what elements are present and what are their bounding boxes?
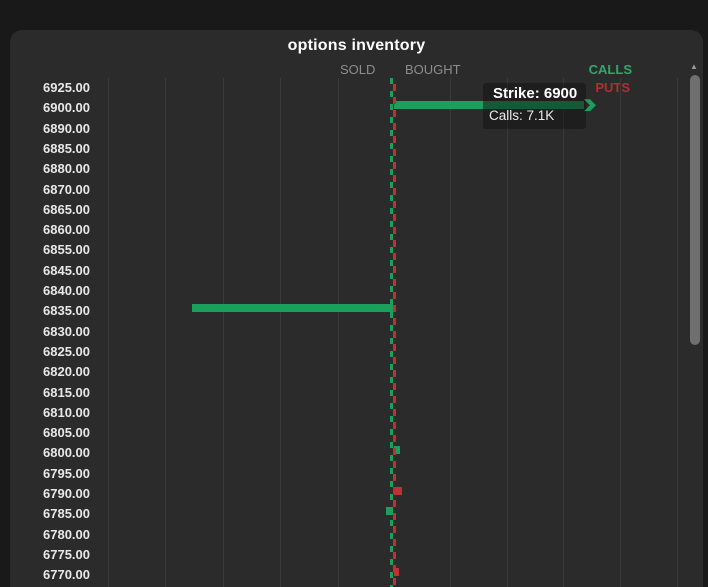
strike-tick-label: 6885.00 (43, 140, 90, 156)
gridline (165, 78, 166, 587)
strike-tick-label: 6775.00 (43, 546, 90, 562)
gridline (620, 78, 621, 587)
options-inventory-chart: Strike: 6900 Calls: 7.1K 6925.00 6900.00 6… (10, 30, 703, 587)
gridline (450, 78, 451, 587)
gridline (677, 78, 678, 587)
center-line-puts (393, 78, 396, 587)
inventory-bar[interactable] (394, 487, 402, 495)
legend-calls[interactable]: CALLS (588, 62, 632, 77)
strike-tick-label: 6860.00 (43, 222, 90, 238)
strike-tick-label: 6825.00 (43, 343, 90, 359)
gridline (563, 78, 564, 587)
options-inventory-panel: Strike: 6900 Calls: 7.1K 6925.00 6900.00 6… (10, 30, 703, 587)
strike-tick-label: 6900.00 (43, 100, 90, 116)
strike-tick-label: 6925.00 (43, 80, 90, 95)
strike-tick-label: 6780.00 (43, 526, 90, 542)
strike-tick-label: 6845.00 (43, 262, 90, 278)
strike-tick-label: 6805.00 (43, 425, 90, 441)
sold-axis-label: SOLD (340, 62, 376, 77)
strike-tick-label: 6865.00 (43, 201, 90, 217)
gridline (280, 78, 281, 587)
strike-tick-label: 6820.00 (43, 364, 90, 380)
inventory-bar[interactable] (192, 304, 393, 313)
strike-tick-label: 6785.00 (43, 506, 90, 522)
strike-tick-label: 6890.00 (43, 120, 90, 136)
strike-tick-label: 6770.00 (43, 567, 90, 583)
bar-tooltip: Strike: 6900 Calls: 7.1K (483, 83, 586, 129)
strike-tick-label: 6880.00 (43, 161, 90, 177)
gridline (108, 78, 109, 587)
panel-title: options inventory (287, 37, 426, 54)
strike-tick-label: 6800.00 (43, 445, 90, 461)
inventory-bar[interactable] (394, 568, 399, 577)
strike-tick-label: 6830.00 (43, 323, 90, 339)
strike-tick-label: 6835.00 (43, 303, 90, 319)
strike-tick-label: 6840.00 (43, 283, 90, 298)
gridline (223, 78, 224, 587)
strike-tick-label: 6855.00 (43, 242, 90, 258)
strike-tick-label: 6870.00 (43, 181, 90, 197)
strike-tick-label: 6810.00 (43, 404, 90, 420)
bought-axis-label: BOUGHT (405, 62, 461, 77)
scrollbar-up-arrow-icon[interactable]: ▲ (690, 62, 698, 71)
strike-tick-label: 6795.00 (43, 465, 90, 481)
gridline (338, 78, 339, 587)
center-line-calls (390, 78, 393, 587)
bar-arrow-icon (584, 99, 596, 112)
strike-tick-label: 6790.00 (43, 486, 90, 501)
tooltip-strike-text: Strike: 6900 (493, 85, 578, 102)
inventory-bar[interactable] (394, 446, 400, 455)
legend-puts[interactable]: PUTS (595, 80, 630, 95)
inventory-bar[interactable] (386, 507, 393, 516)
strike-tick-label: 6815.00 (43, 384, 90, 400)
gridline (507, 78, 508, 587)
tooltip-calls-text: Calls: 7.1K (489, 108, 555, 123)
scrollbar-thumb[interactable] (690, 75, 700, 345)
